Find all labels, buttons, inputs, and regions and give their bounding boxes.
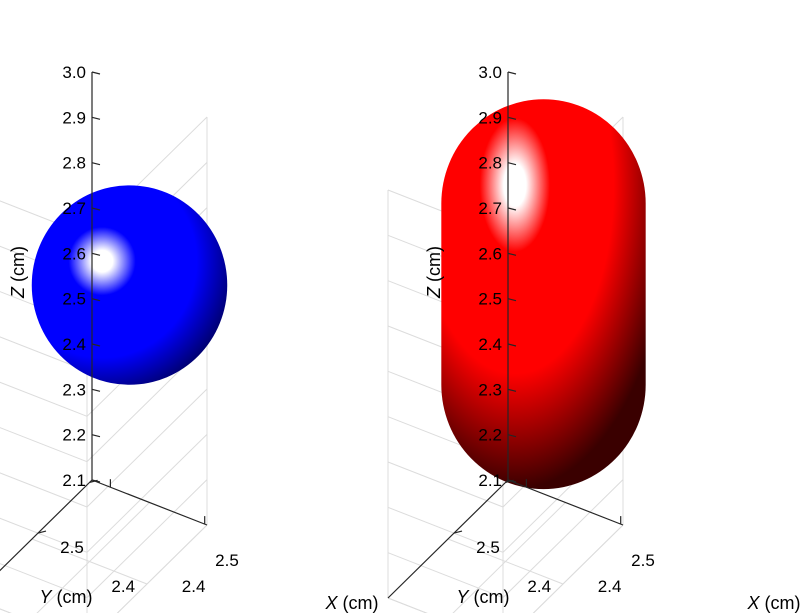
z-tick-label: 2.7 — [62, 199, 86, 218]
z-tick-label: 2.3 — [478, 380, 502, 399]
z-tick-label: 2.7 — [478, 199, 502, 218]
z-tick-label: 2.2 — [478, 426, 502, 445]
tick-label: 2.4 — [111, 577, 135, 596]
z-tick-label: 2.3 — [62, 380, 86, 399]
z-tick-label: 2.5 — [62, 290, 86, 309]
sphere-surface — [31, 185, 228, 385]
z-tick-label: 2.6 — [478, 244, 502, 263]
x-axis-label: X (cm) — [747, 593, 801, 613]
z-tick-label: 2.5 — [478, 290, 502, 309]
axes: 2.1 2.2 2.3 2.4 2.5 2.6 2.7 2.8 2.9 3.0 2.4 2.5 2.4 2… — [0, 63, 379, 613]
capsule-surface — [441, 99, 646, 490]
z-axis-label: Z (cm) — [8, 246, 28, 299]
y-axis-label: Y (cm) — [40, 587, 93, 607]
z-tick-label: 2.8 — [478, 154, 502, 173]
tick-label: 2.4 — [598, 577, 622, 596]
z-tick-label: 2.1 — [478, 471, 502, 490]
tick-label: 2.4 — [182, 577, 206, 596]
z-tick-label: 2.8 — [62, 154, 86, 173]
tick-label: 2.5 — [215, 551, 239, 570]
z-tick-label: 2.9 — [62, 108, 86, 127]
z-tick-label: 2.1 — [62, 471, 86, 490]
tick-label: 2.5 — [631, 551, 655, 570]
tick-label: 2.5 — [476, 538, 500, 557]
z-tick-label: 3.0 — [478, 63, 502, 82]
z-axis-label: Z (cm) — [424, 246, 444, 299]
x-axis-label: X (cm) — [325, 593, 379, 613]
y-axis-label: Y (cm) — [457, 587, 510, 607]
z-tick-label: 2.4 — [62, 335, 86, 354]
z-tick-label: 2.9 — [478, 108, 502, 127]
z-tick-label: 2.4 — [478, 335, 502, 354]
chart-panel-1: 2.1 2.2 2.3 2.4 2.5 2.6 2.7 2.8 2.9 3.0 2.4 2.5 2.4 2… — [0, 63, 379, 613]
axes: 2.1 2.2 2.3 2.4 2.5 2.6 2.7 2.8 2.9 3.0 2.4 2.5 2.4 2… — [387, 63, 801, 613]
z-tick-label: 2.6 — [62, 244, 86, 263]
chart-panel-2: 2.1 2.2 2.3 2.4 2.5 2.6 2.7 2.8 2.9 3.0 2.4 2.5 2.4 2… — [387, 63, 801, 613]
tick-label: 2.5 — [60, 538, 84, 557]
z-tick-label: 2.2 — [62, 426, 86, 445]
z-tick-label: 3.0 — [62, 63, 86, 82]
tick-label: 2.4 — [527, 577, 551, 596]
